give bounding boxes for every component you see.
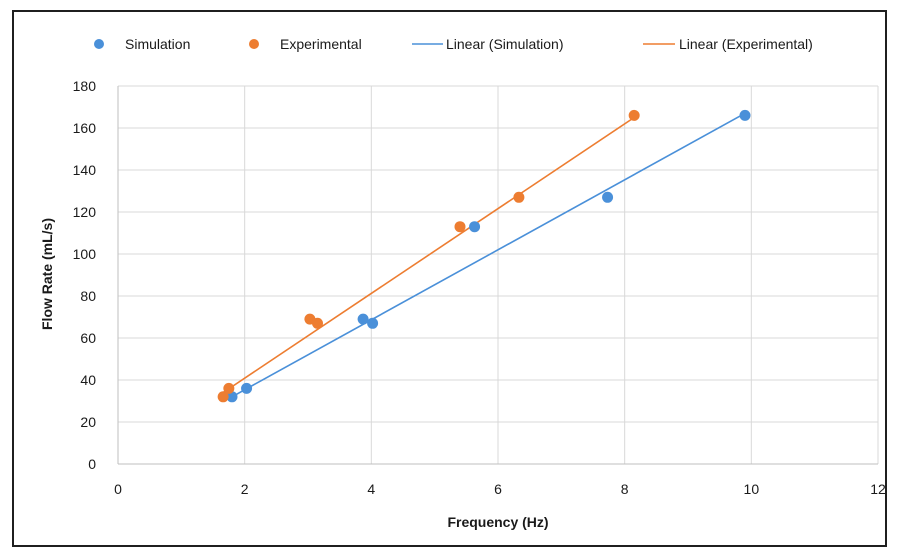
experimental-point [628, 109, 640, 121]
legend-experimental-marker [249, 39, 259, 49]
y-tick-label: 160 [73, 120, 97, 136]
gridlines [118, 85, 879, 464]
axes [117, 86, 878, 465]
legend-simulation-marker [94, 39, 104, 49]
x-axis-title: Frequency (Hz) [447, 514, 548, 530]
y-tick-label: 20 [80, 414, 96, 430]
x-tick-label: 8 [621, 481, 629, 497]
x-tick-label: 10 [744, 481, 760, 497]
legend-linear-simulation-label: Linear (Simulation) [446, 36, 564, 52]
y-tick-label: 0 [88, 456, 96, 472]
experimental-point [217, 391, 229, 403]
legend: Simulation Experimental Linear (Simulati… [94, 36, 813, 52]
y-tick-label: 100 [73, 246, 97, 262]
simulation-point [357, 313, 369, 325]
y-tick-label: 80 [80, 288, 96, 304]
experimental-point [454, 221, 466, 233]
x-tick-labels: 0 2 4 6 8 10 12 [114, 481, 886, 497]
simulation-point [739, 109, 751, 121]
y-tick-label: 180 [73, 78, 97, 94]
legend-simulation-label: Simulation [125, 36, 190, 52]
simulation-point [602, 191, 614, 203]
trendline-linear-simulation [231, 112, 746, 398]
x-tick-label: 12 [870, 481, 886, 497]
y-tick-label: 60 [80, 330, 96, 346]
experimental-point [312, 317, 323, 329]
experimental-point [223, 382, 235, 394]
chart-frame [12, 10, 887, 547]
x-tick-label: 6 [494, 481, 502, 497]
simulation-point [469, 221, 481, 233]
legend-linear-experimental-label: Linear (Experimental) [679, 36, 813, 52]
y-tick-labels: 0 20 40 60 80 100 120 140 160 180 [73, 78, 97, 472]
trendlines [222, 112, 746, 398]
simulation-point [241, 382, 253, 394]
trendline-linear-experimental [222, 116, 635, 394]
y-axis-title: Flow Rate (mL/s) [39, 218, 55, 330]
x-tick-label: 2 [241, 481, 249, 497]
x-tick-label: 4 [367, 481, 375, 497]
y-tick-label: 40 [80, 372, 96, 388]
data-points [217, 109, 751, 403]
legend-experimental-label: Experimental [280, 36, 362, 52]
simulation-point [367, 317, 379, 329]
y-tick-label: 120 [73, 204, 97, 220]
simulation-point [226, 391, 238, 403]
y-tick-label: 140 [73, 162, 97, 178]
experimental-point [513, 191, 525, 203]
x-tick-label: 0 [114, 481, 122, 497]
